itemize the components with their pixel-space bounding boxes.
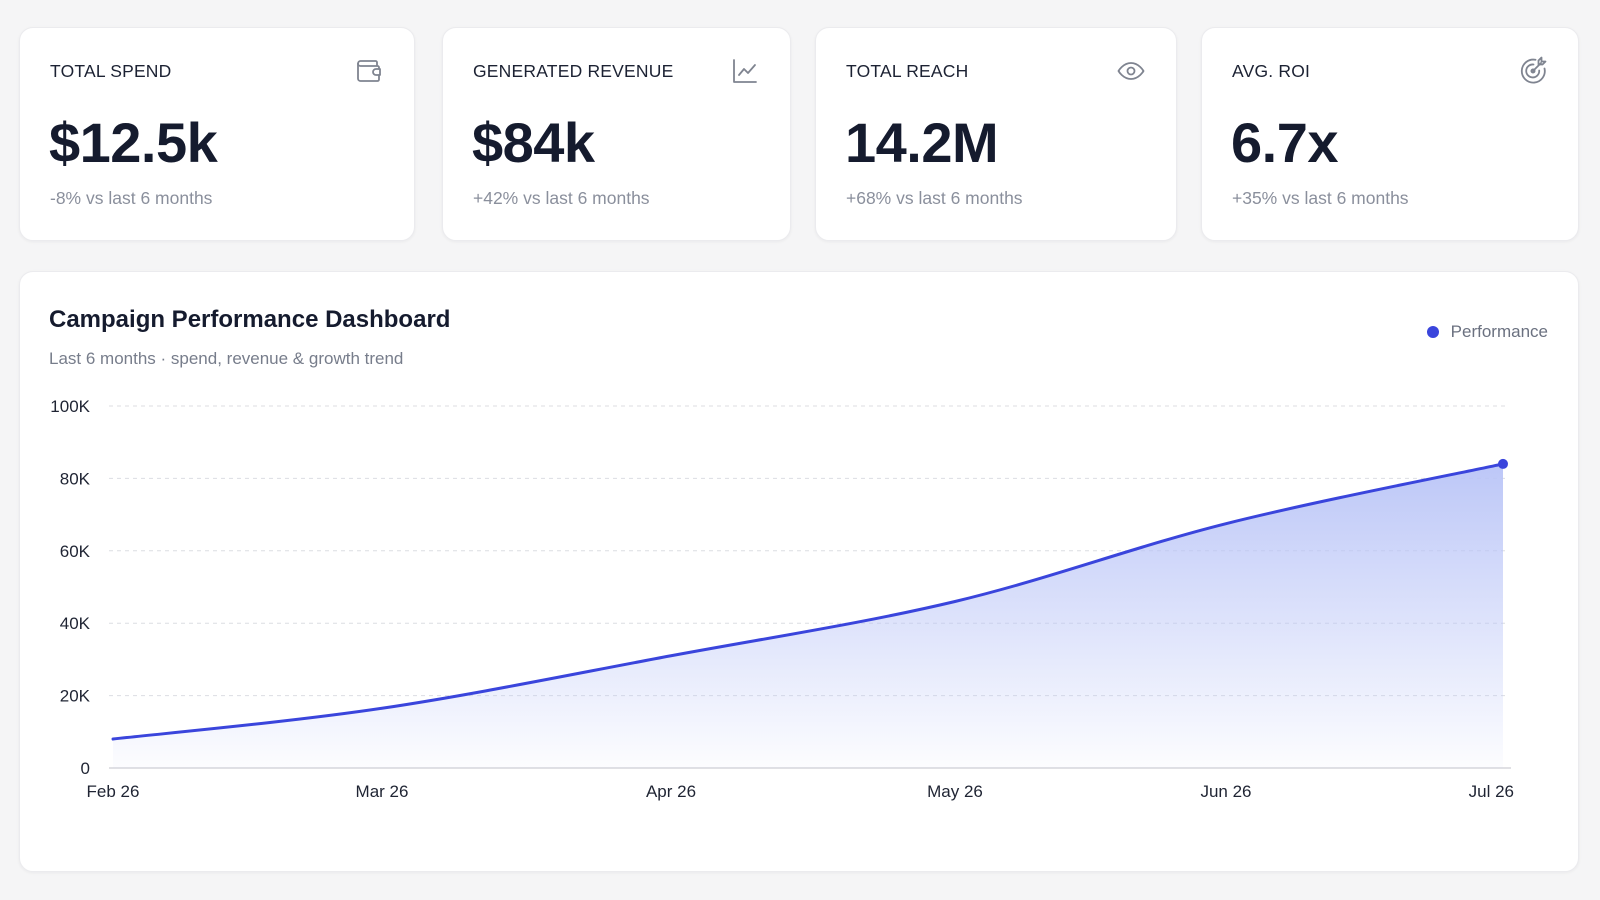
chart-subtitle: Last 6 months · spend, revenue & growth … — [49, 349, 404, 368]
x-tick-label: Jul 26 — [1469, 782, 1514, 801]
kpi-label: TOTAL REACH — [846, 61, 969, 81]
x-tick-label: May 26 — [927, 782, 983, 801]
target-icon — [1520, 56, 1547, 84]
kpi-value: $12.5k — [49, 111, 218, 174]
y-tick-label: 100K — [50, 397, 90, 416]
eye-icon — [1117, 62, 1145, 80]
chart-legend: Performance — [1426, 322, 1548, 342]
y-tick-label: 20K — [60, 687, 91, 706]
kpi-card-generated-revenue: GENERATED REVENUE $84k +42% vs last 6 mo… — [442, 27, 791, 241]
series-line-performance — [111, 462, 1505, 741]
kpi-label: AVG. ROI — [1232, 61, 1311, 81]
kpi-card-total-reach: TOTAL REACH 14.2M +68% vs last 6 months — [815, 27, 1177, 241]
x-tick-label: Jun 26 — [1200, 782, 1251, 801]
series-end-point — [1498, 458, 1508, 469]
kpi-delta: +35% vs last 6 months — [1232, 188, 1409, 208]
y-tick-label: 40K — [60, 614, 91, 633]
kpi-label: TOTAL SPEND — [50, 61, 172, 81]
kpi-delta: +42% vs last 6 months — [473, 188, 650, 208]
wallet-icon — [357, 60, 381, 82]
legend-dot-icon — [1426, 326, 1439, 338]
kpi-label: GENERATED REVENUE — [473, 61, 674, 81]
kpi-card-total-spend: TOTAL SPEND $12.5k -8% vs last 6 months — [19, 27, 415, 241]
y-tick-label: 60K — [60, 542, 91, 561]
kpi-delta: +68% vs last 6 months — [846, 188, 1023, 208]
x-tick-label: Mar 26 — [356, 782, 409, 801]
kpi-delta: -8% vs last 6 months — [50, 188, 213, 208]
x-tick-label: Apr 26 — [646, 782, 696, 801]
performance-area-chart: 0 20K 40K 60K 80K 100K Feb 26 Mar 26 Apr 26 May 2… — [50, 397, 1514, 801]
kpi-value: $84k — [472, 111, 595, 174]
series-area-performance — [113, 463, 1503, 768]
y-tick-label: 0 — [81, 759, 90, 778]
x-tick-label: Feb 26 — [87, 782, 140, 801]
kpi-card-avg-roi: AVG. ROI 6.7x +35% vs last 6 months — [1201, 27, 1579, 241]
kpi-value: 14.2M — [845, 111, 999, 174]
legend-label: Performance — [1450, 322, 1548, 341]
chart-title: Campaign Performance Dashboard — [49, 306, 451, 333]
line-chart-icon — [733, 59, 757, 83]
kpi-value: 6.7x — [1231, 111, 1339, 174]
y-tick-label: 80K — [60, 469, 91, 488]
campaign-performance-chart-card: 0 20K 40K 60K 80K 100K Feb 26 Mar 26 Apr 26 May 2… — [19, 271, 1579, 872]
